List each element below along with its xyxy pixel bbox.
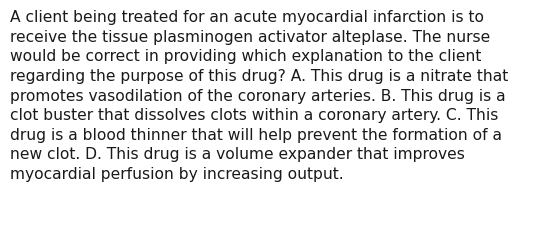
Text: A client being treated for an acute myocardial infarction is to
receive the tiss: A client being treated for an acute myoc… <box>10 10 508 181</box>
